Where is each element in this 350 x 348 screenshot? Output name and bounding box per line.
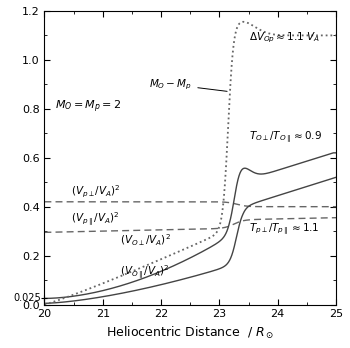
Text: 0.025: 0.025 (14, 293, 42, 303)
Text: $T_{p\perp} / T_{p\parallel} \approx 1.1$: $T_{p\perp} / T_{p\parallel} \approx 1.1… (248, 222, 319, 238)
X-axis label: Heliocentric Distance  / $R_\odot$: Heliocentric Distance / $R_\odot$ (106, 325, 274, 341)
Text: $M_O - M_p$: $M_O - M_p$ (149, 77, 227, 92)
Text: $\Delta V_{Op} \approx 1.1\ V_A$: $\Delta V_{Op} \approx 1.1\ V_A$ (248, 31, 320, 45)
Text: $(V_{O\parallel} / V_A)^2$: $(V_{O\parallel} / V_A)^2$ (120, 263, 170, 282)
Text: $T_{O\perp} / T_{O\parallel} \approx 0.9$: $T_{O\perp} / T_{O\parallel} \approx 0.9… (248, 130, 322, 146)
Text: $(V_{O\perp} / V_A)^2$: $(V_{O\perp} / V_A)^2$ (120, 233, 171, 248)
Text: $M_O = M_p = 2$: $M_O = M_p = 2$ (55, 98, 121, 114)
Text: $(V_{p\parallel} / V_A)^2$: $(V_{p\parallel} / V_A)^2$ (71, 210, 119, 228)
Text: $(V_{p\perp} / V_A)^2$: $(V_{p\perp} / V_A)^2$ (71, 184, 120, 200)
